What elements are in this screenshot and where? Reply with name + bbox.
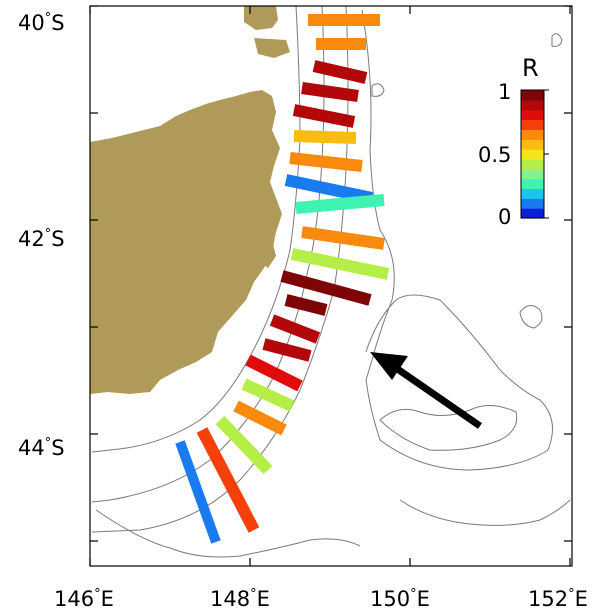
colorbar-cell [521, 129, 544, 140]
colorbar-cell [521, 178, 544, 190]
colorbar-cell [521, 188, 544, 199]
correlation-segment [196, 427, 260, 533]
correlation-segment [284, 174, 374, 204]
correlation-segment [293, 130, 357, 144]
bathymetry-contours [91, 5, 571, 558]
colorbar-cell [521, 149, 544, 160]
colorbar-cell [521, 99, 544, 111]
colorbar-cells [521, 90, 544, 219]
correlation-segment [295, 194, 385, 214]
correlation-segment [233, 400, 287, 436]
lon-label-152: 152°E [528, 587, 588, 611]
correlation-segment [290, 248, 390, 280]
colorbar-title: R [522, 54, 539, 82]
correlation-segments [175, 14, 390, 544]
correlation-segment [301, 226, 385, 250]
colorbar-tick-1: 1 [498, 80, 511, 104]
colorbar-cell [521, 139, 544, 150]
correlation-segment [284, 294, 328, 316]
correlation-segment [241, 378, 295, 412]
colorbar-cell [521, 198, 544, 209]
colorbar-cell [521, 109, 544, 121]
correlation-segment [245, 354, 303, 392]
lon-label-146: 146°E [54, 587, 114, 611]
colorbar-cell [521, 119, 544, 130]
correlation-segment [289, 152, 363, 172]
land-maria-island [260, 240, 276, 268]
lat-label-44: 44°S [18, 436, 65, 460]
correlation-segment [269, 314, 321, 344]
colorbar: R 1 0.5 0 [478, 54, 549, 229]
correlation-segment [262, 338, 312, 362]
arrow-head-icon [370, 352, 408, 380]
land-cape-barren-island [254, 38, 290, 58]
correlation-segment [215, 415, 273, 475]
colorbar-cell [521, 158, 544, 170]
colorbar-cell [521, 208, 544, 219]
colorbar-cell [521, 90, 544, 101]
correlation-segment [280, 270, 372, 306]
correlation-segment [292, 104, 356, 128]
colorbar-tick-0.5: 0.5 [478, 143, 511, 167]
colorbar-tick-0: 0 [498, 205, 511, 229]
lat-label-42: 42°S [18, 227, 65, 251]
lon-label-148: 148°E [210, 587, 270, 611]
axis-ticks [89, 5, 572, 566]
correlation-segment [175, 440, 221, 544]
current-arrow [370, 352, 482, 429]
correlation-segment [301, 82, 359, 102]
lon-label-150: 150°E [370, 587, 430, 611]
land-flinders-island [244, 6, 278, 30]
lat-label-40: 40°S [18, 11, 65, 35]
correlation-segment [312, 60, 368, 84]
colorbar-cell [521, 168, 544, 180]
map-frame [89, 5, 573, 567]
land-tasmania [90, 90, 282, 394]
